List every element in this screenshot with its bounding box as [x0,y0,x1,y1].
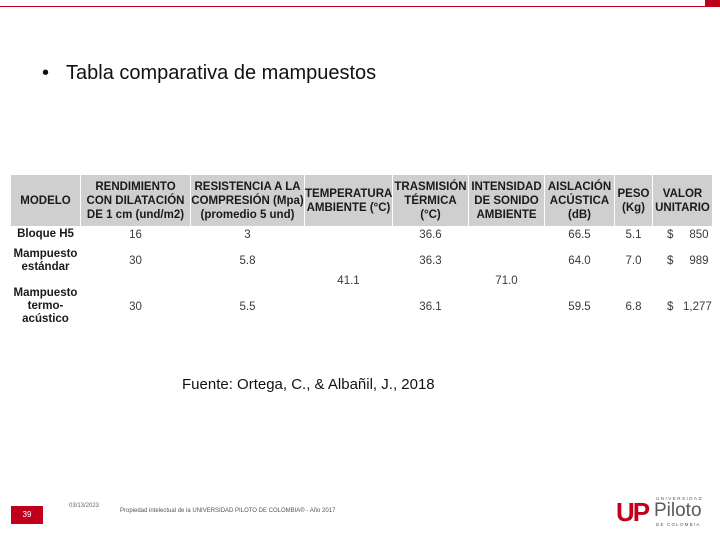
cell-peso: 6.8 [614,278,653,335]
table-row: Mampuesto estándar 30 5.8 36.3 64.0 7.0 … [10,242,713,279]
logo-name: Piloto [654,500,702,521]
cell-rendimiento: 30 [80,278,191,335]
header-cell: PESO (Kg) [614,174,653,227]
header-cell: RESISTENCIA A LA COMPRESIÓN (Mpa) (prome… [190,174,305,227]
currency-symbol: $ [667,228,674,241]
header-cell: VALOR UNITARIO [652,174,713,227]
header-cell: TEMPERATURA AMBIENTE (°C) [304,174,393,227]
cell-rendimiento: 16 [80,226,191,243]
cell-aislacion: 59.5 [544,278,615,335]
footer-text: Propiedad intelectual de la UNIVERSIDAD … [120,508,336,514]
table-row: Bloque H5 16 3 41.1 36.6 71.0 66.5 5.1 $… [10,226,713,335]
cell-temperatura: 41.1 [304,226,393,335]
cell-valor: $ 1,277 [652,278,713,335]
cell-resistencia: 5.5 [190,278,305,335]
logo-bottom-text: DE COLOMBIA [656,522,701,527]
cell-resistencia: 3 [190,226,305,243]
page-number: 39 [11,506,43,524]
valor-amount: 1,277 [683,300,712,313]
cell-valor: $ 989 [652,242,713,279]
model-name: Mampuesto estándar [10,242,81,279]
valor-amount: 989 [689,254,709,267]
currency-symbol: $ [667,300,674,313]
cell-valor: $ 850 [652,226,713,243]
header-cell: RENDIMIENTO CON DILATACIÓN DE 1 cm (und/… [80,174,191,227]
table-header-row: MODELO RENDIMIENTO CON DILATACIÓN DE 1 c… [10,174,713,227]
cell-resistencia: 5.8 [190,242,305,279]
university-logo: UP UNIVERSIDAD Piloto DE COLOMBIA [616,496,712,528]
cell-trasmision: 36.1 [392,278,469,335]
source-citation: Fuente: Ortega, C., & Albañil, J., 2018 [182,376,435,393]
logo-mark: UP [616,497,650,527]
cell-trasmision: 36.6 [392,226,469,243]
model-name: Bloque H5 [10,226,81,243]
cell-peso: 7.0 [614,242,653,279]
slide-date: 03/13/2023 [68,503,100,509]
currency-symbol: $ [667,254,674,267]
top-corner-accent [705,0,720,7]
top-divider [0,6,705,7]
valor-amount: 850 [689,228,709,241]
cell-peso: 5.1 [614,226,653,243]
header-cell: TRASMISIÓN TÉRMICA (°C) [392,174,469,227]
cell-aislacion: 66.5 [544,226,615,243]
bullet-icon: • [42,62,50,84]
bullet-text: Tabla comparativa de mampuestos [66,62,377,84]
cell-aislacion: 64.0 [544,242,615,279]
comparison-table: MODELO RENDIMIENTO CON DILATACIÓN DE 1 c… [10,174,713,335]
model-name: Mampuesto termo-acústico [10,278,81,335]
cell-intensidad: 71.0 [468,226,545,335]
cell-rendimiento: 30 [80,242,191,279]
header-cell: MODELO [10,174,81,227]
header-cell: AISLACIÓN ACÚSTICA (dB) [544,174,615,227]
bullet-heading: • Tabla comparativa de mampuestos [42,62,376,85]
table-row: Mampuesto termo-acústico 30 5.5 36.1 59.… [10,278,713,335]
logo-top-text: UNIVERSIDAD [656,496,704,501]
header-cell: INTENSIDAD DE SONIDO AMBIENTE [468,174,545,227]
cell-trasmision: 36.3 [392,242,469,279]
